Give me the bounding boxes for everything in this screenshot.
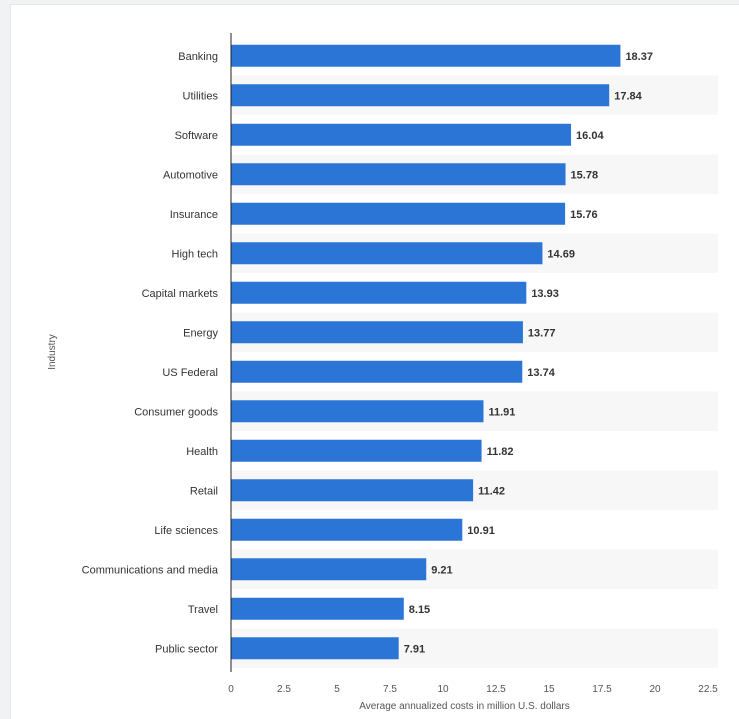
x-axis-title: Average annualized costs in million U.S.… xyxy=(359,701,569,712)
x-tick-label: 12.5 xyxy=(486,684,506,695)
value-label: 13.77 xyxy=(528,327,556,339)
category-label: Banking xyxy=(178,51,218,63)
category-label: Life sciences xyxy=(154,525,218,537)
bar-health[interactable] xyxy=(231,439,482,462)
category-label: Health xyxy=(186,446,218,458)
x-tick-labels: 0 2.5 5 7.5 10 12.5 15 17.5 20 22.5 xyxy=(228,684,718,695)
x-tick-label: 17.5 xyxy=(592,684,612,695)
x-tick-label: 7.5 xyxy=(383,684,397,695)
value-label: 17.84 xyxy=(614,90,642,102)
category-label: Capital markets xyxy=(142,288,219,300)
bar-travel[interactable] xyxy=(231,597,404,620)
bar-public-sector[interactable] xyxy=(231,637,399,660)
value-label: 11.91 xyxy=(488,406,515,418)
bars xyxy=(231,44,621,660)
value-label: 13.74 xyxy=(527,367,555,379)
bar-capital-markets[interactable] xyxy=(231,281,527,304)
category-labels: Banking Utilities Software Automotive Insura… xyxy=(82,51,219,656)
x-tick-label: 0 xyxy=(228,684,234,695)
category-label: US Federal xyxy=(162,367,218,379)
category-label: Retail xyxy=(190,485,218,497)
category-label: Consumer goods xyxy=(134,406,218,418)
x-tick-label: 2.5 xyxy=(277,684,291,695)
value-label: 7.91 xyxy=(404,643,425,655)
category-label: Automotive xyxy=(163,169,218,181)
value-labels: 18.37 17.84 16.04 15.78 15.76 14.69 13.93 13.77… xyxy=(404,51,653,656)
chart-card: Banking Utilities Software Automotive Insura… xyxy=(10,4,739,719)
bar-retail[interactable] xyxy=(231,479,474,502)
y-axis-title: Industry xyxy=(47,334,58,370)
bar-high-tech[interactable] xyxy=(231,242,543,265)
bar-communications-and-media[interactable] xyxy=(231,558,427,581)
value-label: 15.78 xyxy=(571,169,599,181)
value-label: 8.15 xyxy=(409,604,430,616)
category-label: Software xyxy=(175,130,218,142)
value-label: 11.42 xyxy=(478,485,505,497)
category-label: High tech xyxy=(172,248,218,260)
category-label: Public sector xyxy=(155,643,218,655)
category-label: Utilities xyxy=(183,90,219,102)
value-label: 13.93 xyxy=(531,288,559,300)
x-tick-label: 22.5 xyxy=(698,684,718,695)
bar-chart: Banking Utilities Software Automotive Insura… xyxy=(47,33,718,712)
value-label: 9.21 xyxy=(431,564,452,576)
bar-consumer-goods[interactable] xyxy=(231,400,484,423)
x-tick-label: 5 xyxy=(334,684,340,695)
category-label: Insurance xyxy=(170,209,218,221)
category-label: Energy xyxy=(183,327,218,339)
bar-banking[interactable] xyxy=(231,44,621,67)
value-label: 11.82 xyxy=(487,446,514,458)
category-label: Travel xyxy=(188,604,218,616)
bar-energy[interactable] xyxy=(231,321,523,344)
bar-insurance[interactable] xyxy=(231,202,566,225)
x-tick-label: 10 xyxy=(437,684,449,695)
bar-life-sciences[interactable] xyxy=(231,518,463,541)
bar-utilities[interactable] xyxy=(231,84,610,107)
value-label: 10.91 xyxy=(467,525,495,537)
value-label: 18.37 xyxy=(625,51,653,63)
value-label: 16.04 xyxy=(576,130,604,142)
category-label: Communications and media xyxy=(82,564,219,576)
x-tick-label: 20 xyxy=(649,684,661,695)
bar-us-federal[interactable] xyxy=(231,360,523,383)
value-label: 15.76 xyxy=(570,209,598,221)
bar-software[interactable] xyxy=(231,123,572,146)
value-label: 14.69 xyxy=(547,248,575,260)
bar-automotive[interactable] xyxy=(231,163,566,186)
x-tick-label: 15 xyxy=(543,684,555,695)
